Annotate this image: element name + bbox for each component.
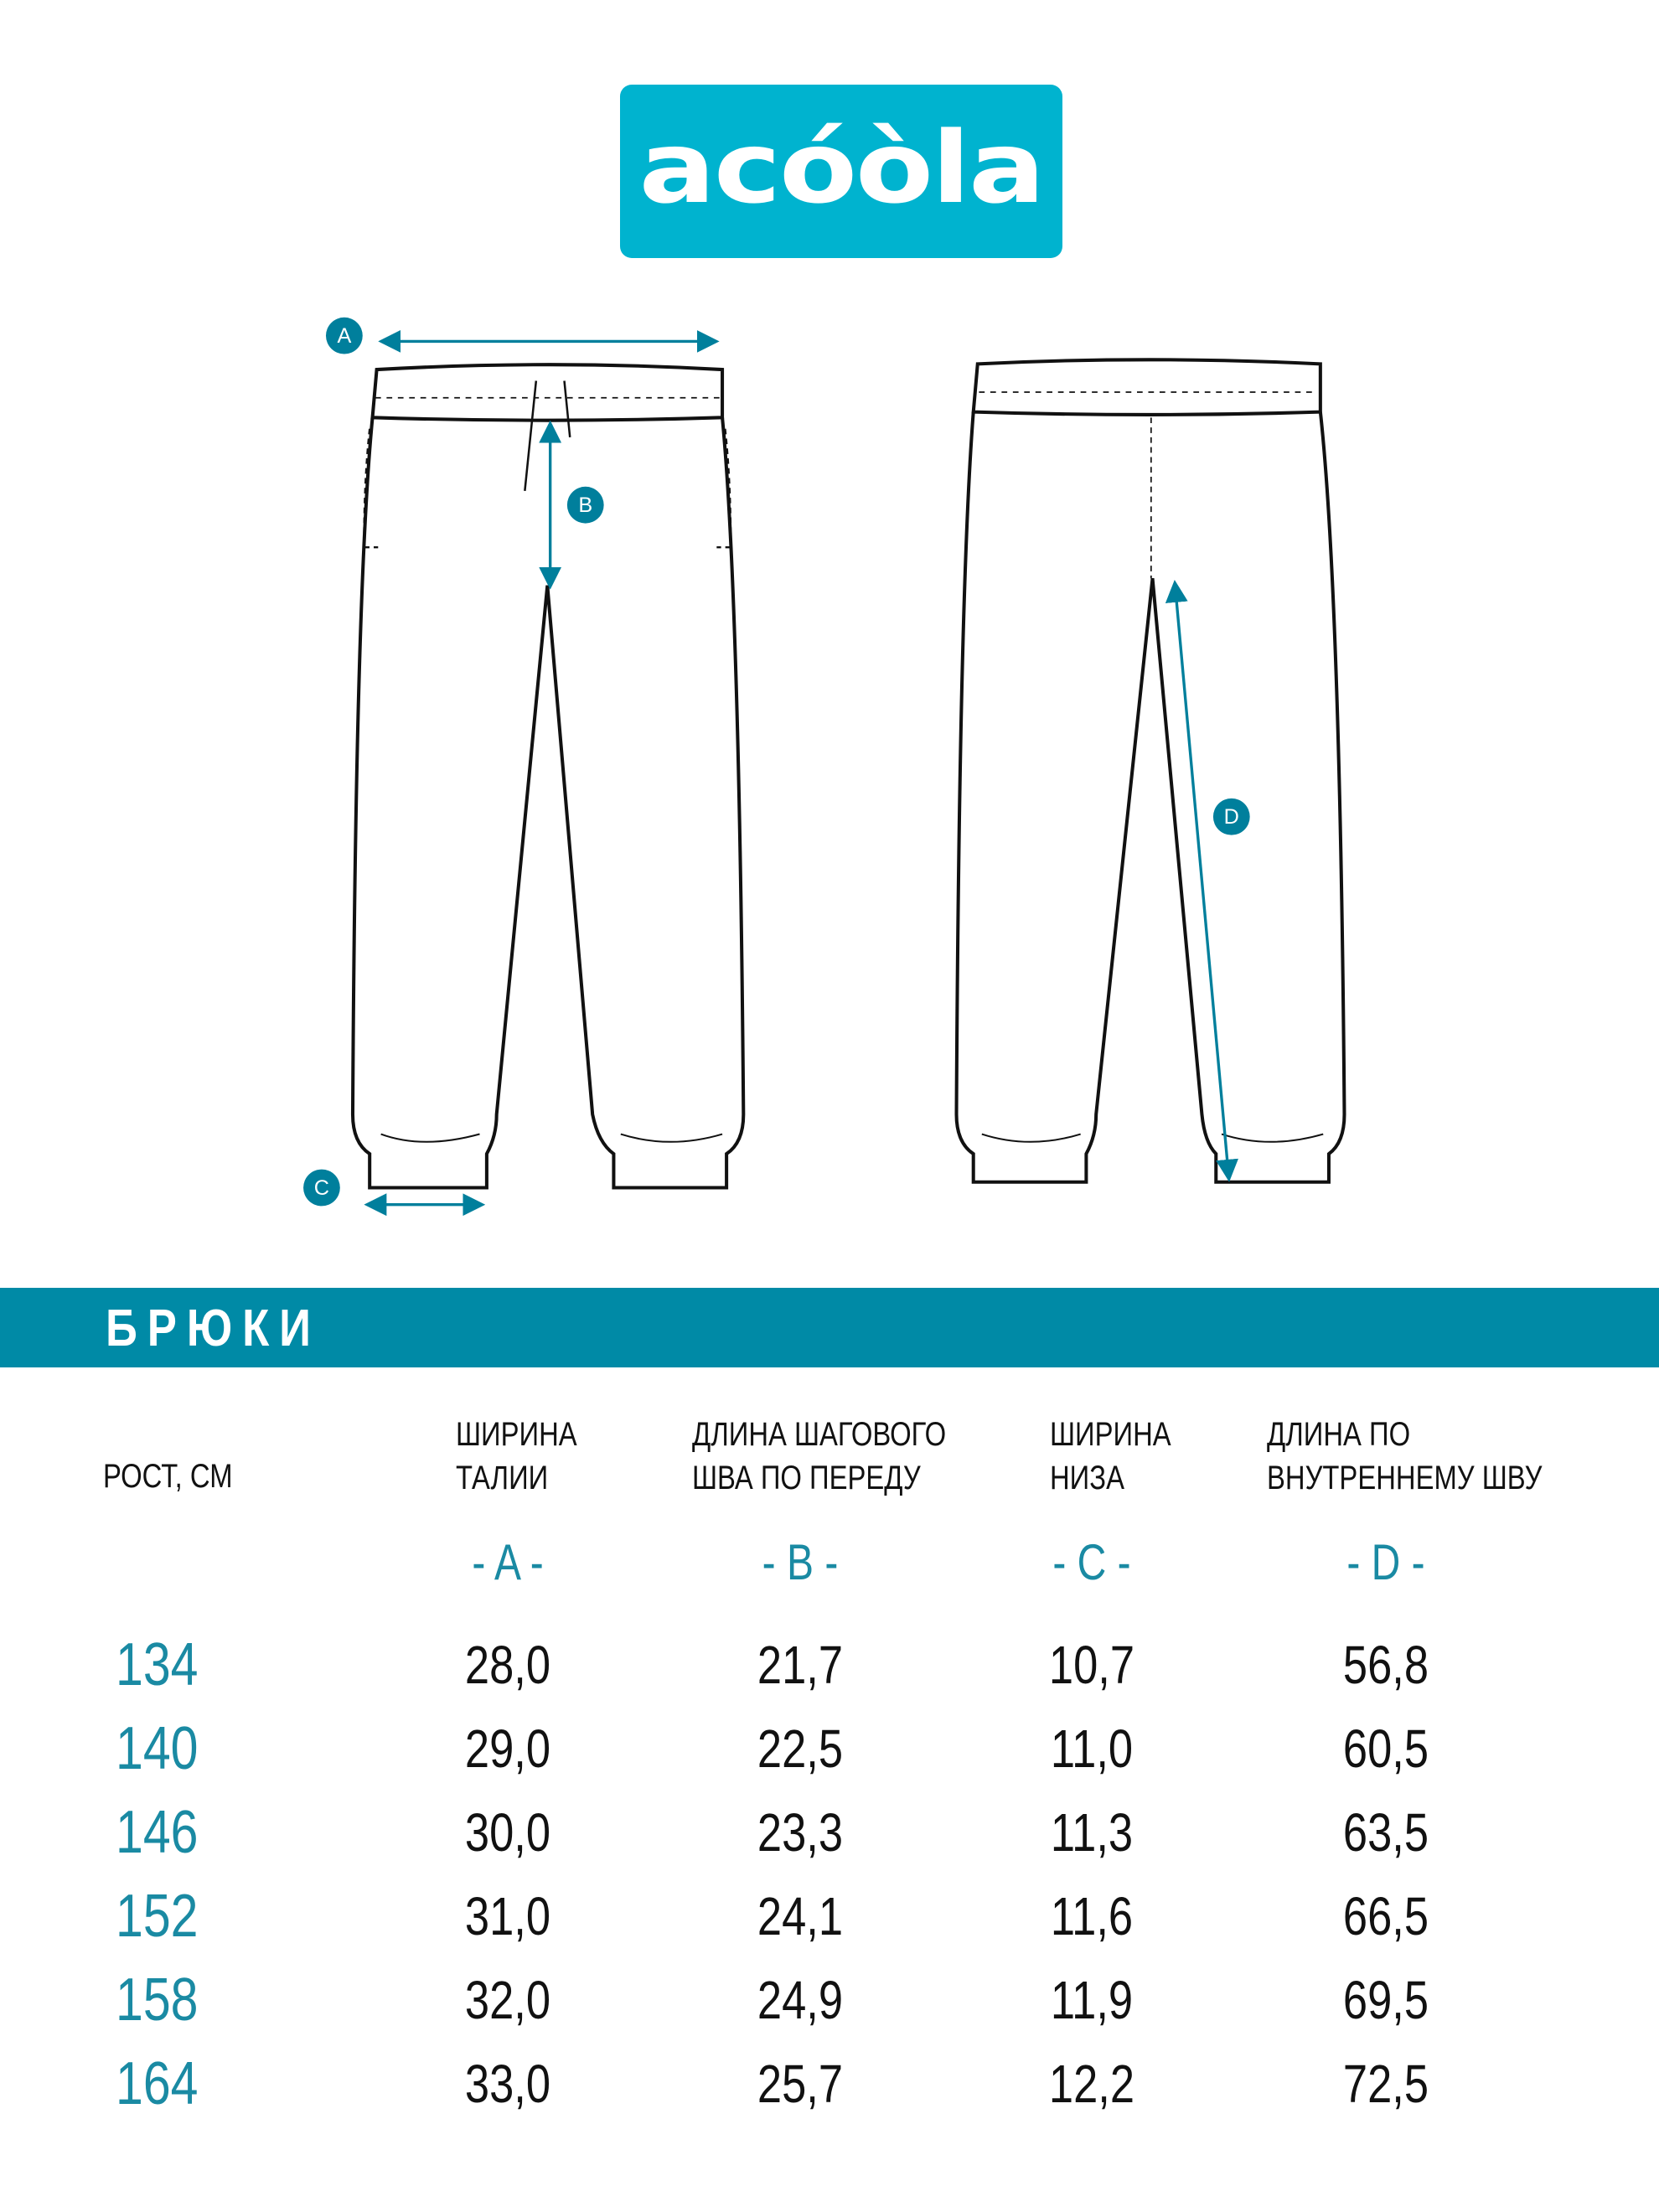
section-title: БРЮКИ [106,1300,321,1357]
svg-text:B: B [578,494,592,517]
brand-logo: acóòla [620,85,1062,258]
size-value: 158 [116,1967,199,2034]
measurement-value: 11,3 [1050,1802,1134,1863]
measurement-value: 60,5 [1342,1718,1429,1779]
measurement-value: 11,9 [1050,1970,1134,2030]
section-banner [0,1288,1659,1367]
measurement-value: 24,9 [757,1970,844,2030]
front-view [350,363,746,1190]
size-value: 164 [116,2050,199,2117]
marker-b: B [566,486,604,524]
marker-d: D [1212,798,1250,835]
measurement-value: 29,0 [464,1718,551,1779]
measurement-value: 23,3 [757,1802,844,1863]
measurement-value: 69,5 [1342,1970,1429,2030]
measurement-value: 56,8 [1342,1635,1429,1695]
svg-text:C: C [314,1176,329,1200]
measurement-value: 32,0 [464,1970,551,2030]
measurement-value: 28,0 [464,1635,551,1695]
measurement-value: 66,5 [1342,1886,1429,1946]
column-letter-d: - D - [1346,1534,1425,1590]
measurement-value: 21,7 [757,1635,844,1695]
pants-technical-drawing: A B C D [303,317,1346,1217]
measurement-value: 63,5 [1342,1802,1429,1863]
measurement-value: 12,2 [1048,2054,1135,2114]
measurement-value: 30,0 [464,1802,551,1863]
column-header-b: ДЛИНА ШАГОВОГО ШВА ПО ПЕРЕДУ [692,1416,947,1496]
back-view [954,358,1346,1184]
measurement-value: 11,0 [1050,1718,1134,1779]
size-header: РОСТ, СМ [103,1458,233,1495]
column-header-d: ДЛИНА ПО ВНУТРЕННЕМУ ШВУ [1267,1416,1543,1496]
size-value: 146 [116,1799,199,1866]
arrow-d [1165,579,1239,1182]
marker-a: A [325,317,363,354]
marker-c: C [303,1169,340,1207]
size-value: 140 [116,1715,199,1782]
column-letter-a: - A - [472,1534,544,1590]
measurement-value: 24,1 [757,1886,844,1946]
measurement-value: 31,0 [464,1886,551,1946]
column-letter-c: - C - [1052,1534,1131,1590]
column-letter-b: - B - [762,1534,839,1590]
measurement-value: 72,5 [1342,2054,1429,2114]
size-value: 152 [116,1883,199,1950]
measurement-value: 11,6 [1050,1886,1134,1946]
logo-text: acóòla [638,109,1046,225]
measurement-arrows [364,329,1239,1217]
column-header-a: ШИРИНА ТАЛИИ [456,1416,577,1496]
measurement-value: 22,5 [757,1718,844,1779]
size-value: 134 [116,1631,199,1698]
measurement-value: 25,7 [757,2054,844,2114]
svg-text:D: D [1224,805,1239,829]
measurement-value: 33,0 [464,2054,551,2114]
svg-text:A: A [337,324,351,348]
measurement-value: 10,7 [1048,1635,1135,1695]
column-header-c: ШИРИНА НИЗА [1050,1416,1171,1496]
